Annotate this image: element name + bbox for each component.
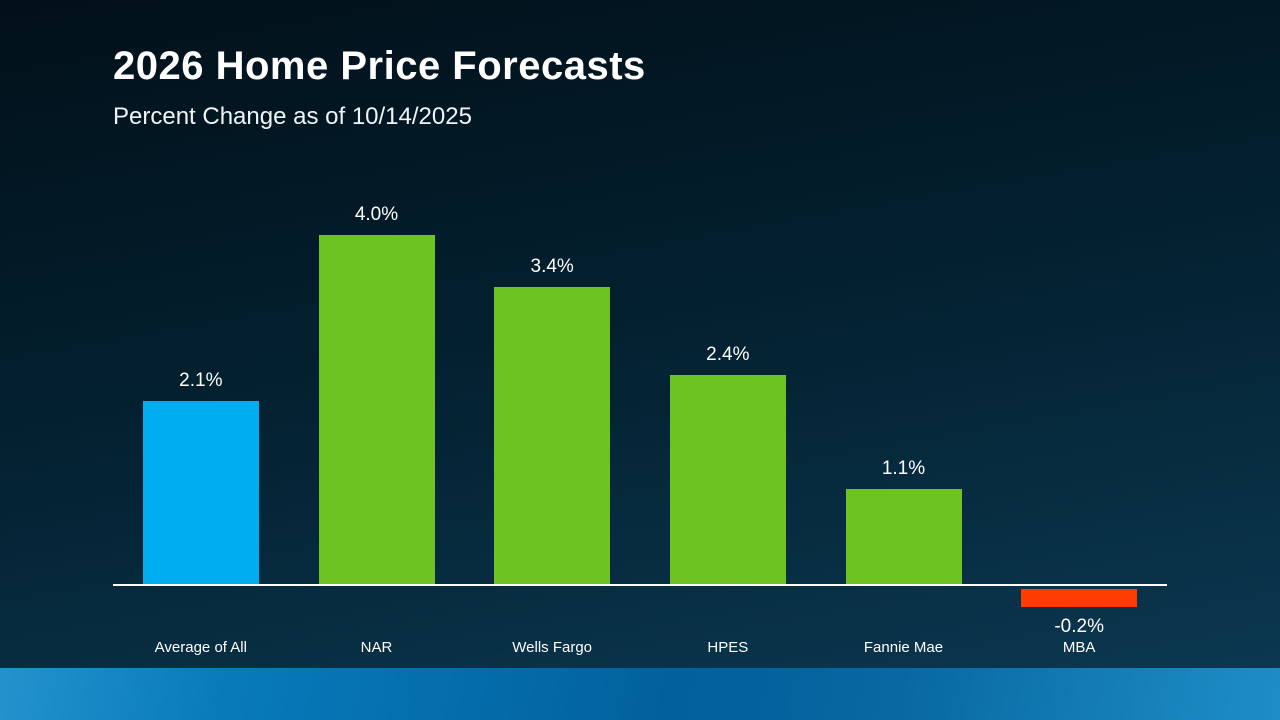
bar-value-label: 2.4% <box>706 344 750 365</box>
bar-mba <box>1021 589 1138 607</box>
bar-value-label: 1.1% <box>881 458 926 479</box>
bar-value-label: 2.1% <box>179 370 223 391</box>
bar-category-label: HPES <box>707 639 749 656</box>
bar-nar <box>318 235 435 585</box>
bar-category-label: MBA <box>1062 639 1096 656</box>
bar-wells-fargo <box>494 287 611 585</box>
chart-title: 2026 Home Price Forecasts <box>113 44 646 88</box>
bar-category-label: Average of All <box>154 639 247 656</box>
bar-category-label: Wells Fargo <box>512 639 593 656</box>
chart-subtitle: Percent Change as of 10/14/2025 <box>113 103 472 130</box>
bar-category-label: NAR <box>360 639 393 656</box>
bar-value-label: 4.0% <box>354 204 399 225</box>
bar-hpes <box>669 375 786 585</box>
chart-header: 2026 Home Price Forecasts Percent Change… <box>113 44 646 131</box>
bar-value-label: -0.2% <box>1054 616 1104 637</box>
x-axis-line <box>113 584 1167 586</box>
bar-category-label: Fannie Mae <box>863 639 944 656</box>
bar-average-of-all <box>142 401 259 585</box>
bar-value-label: 3.4% <box>530 256 574 277</box>
footer-brand-band <box>0 668 1280 720</box>
bar-fannie-mae <box>845 489 962 585</box>
